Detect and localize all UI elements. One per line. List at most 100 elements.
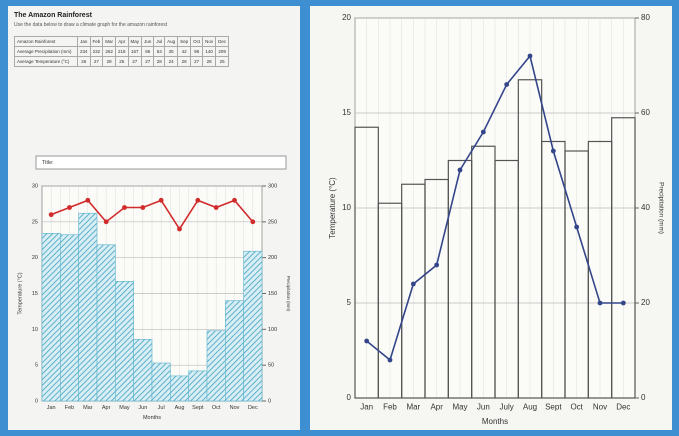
x-tick-label: Aug xyxy=(175,405,185,411)
x-tick-label: Oct xyxy=(570,403,583,412)
x-tick-label: Mar xyxy=(83,405,93,411)
y2-axis-label: Precipitation (mm) xyxy=(286,276,291,312)
y-tick-label: 10 xyxy=(342,203,351,212)
line xyxy=(366,54,624,362)
bar xyxy=(225,300,244,402)
bar xyxy=(78,212,98,402)
line-marker xyxy=(550,148,556,154)
table-cell: 25 xyxy=(215,56,230,67)
y2-tick-label: 150 xyxy=(268,291,277,297)
y2-tick-label: 20 xyxy=(641,298,650,307)
y-tick-label: 5 xyxy=(347,298,352,307)
line-marker xyxy=(480,129,486,135)
y-tick-label: 10 xyxy=(32,327,38,333)
bar xyxy=(41,233,61,402)
table-cell: 28 xyxy=(102,56,117,67)
line-marker xyxy=(250,219,256,225)
x-tick-label: Jan xyxy=(47,405,56,411)
x-tick-label: Jan xyxy=(360,403,373,412)
line-marker xyxy=(597,300,603,306)
line-marker xyxy=(620,300,626,306)
y-tick-label: 15 xyxy=(342,108,351,117)
y2-axis-label: Precipitation (mm) xyxy=(657,182,664,234)
y2-tick-label: 250 xyxy=(268,219,277,225)
y2-tick-label: 40 xyxy=(641,203,650,212)
worksheet-title: The Amazon Rainforest xyxy=(14,12,92,19)
y2-tick-label: 200 xyxy=(268,255,277,261)
x-tick-label: Feb xyxy=(65,405,74,411)
line-marker xyxy=(574,224,580,230)
y-tick-label: 5 xyxy=(35,363,38,369)
chart-title: Title: xyxy=(42,160,54,166)
line-marker xyxy=(48,212,54,218)
x-tick-label: May xyxy=(119,405,130,411)
y-tick-label: 20 xyxy=(342,13,351,22)
worksheet-left: The Amazon Rainforest Use the data below… xyxy=(8,6,300,430)
y2-tick-label: 100 xyxy=(268,327,277,333)
y-tick-label: 25 xyxy=(32,219,38,225)
y2-tick-label: 300 xyxy=(268,183,277,189)
line-marker xyxy=(434,262,440,268)
line-marker xyxy=(504,82,510,87)
y2-tick-label: 0 xyxy=(268,398,271,404)
x-tick-label: Apr xyxy=(430,403,443,412)
table-cell: 27 xyxy=(190,56,204,67)
x-axis-label: Months xyxy=(143,415,161,421)
y-tick-label: 0 xyxy=(35,398,38,404)
y-axis-label: Temperature (°C) xyxy=(328,177,337,239)
bar xyxy=(133,339,153,402)
table-cell: 27 xyxy=(89,56,104,67)
line-marker xyxy=(122,205,127,210)
y-tick-label: 20 xyxy=(32,255,38,261)
y2-tick-label: 50 xyxy=(268,363,274,369)
line-marker xyxy=(410,281,416,287)
line-marker xyxy=(364,338,370,344)
line-marker xyxy=(103,219,109,225)
x-tick-label: Nov xyxy=(593,403,607,412)
bar xyxy=(206,330,226,402)
table-cell: Average Temperature (°C) xyxy=(14,56,78,67)
data-table: Amazon Rainforest Jan Feb Mar Apr May Jun Jul Au… xyxy=(14,36,230,67)
x-tick-label: Dec xyxy=(248,405,258,411)
title-box xyxy=(35,155,287,170)
bar xyxy=(243,250,263,402)
y2-tick-label: 60 xyxy=(641,108,650,117)
x-tick-label: Sept xyxy=(192,405,204,411)
x-tick-label: Oct xyxy=(212,405,221,411)
x-tick-label: May xyxy=(452,403,467,412)
y2-tick-label: 80 xyxy=(641,13,650,22)
y-tick-label: 15 xyxy=(32,291,38,297)
x-tick-label: Aug xyxy=(523,403,537,412)
bar xyxy=(96,244,116,402)
chart-right: 0 5 10 15 20 0 20 40 60 80 Temperature (°C) Precipi… xyxy=(328,13,664,426)
y2-tick-label: 0 xyxy=(641,393,646,402)
x-axis-label: Months xyxy=(482,417,508,426)
bar xyxy=(611,117,636,399)
x-tick-label: Mar xyxy=(406,403,420,412)
x-tick-label: Jul xyxy=(158,405,165,411)
bar xyxy=(151,362,171,402)
x-tick-label: July xyxy=(500,403,514,412)
bar xyxy=(60,234,79,402)
line-marker xyxy=(158,197,164,203)
bar xyxy=(188,370,208,402)
line-marker xyxy=(232,197,237,203)
x-tick-label: Jun xyxy=(477,403,490,412)
line-marker xyxy=(213,205,219,210)
x-tick-label: Jun xyxy=(138,405,147,411)
bar xyxy=(170,375,189,402)
x-tick-label: Sept xyxy=(545,403,562,412)
line-marker xyxy=(387,357,393,363)
y-tick-label: 30 xyxy=(32,183,38,189)
worksheet-right: 0 5 10 15 20 0 20 40 60 80 Temperature (°C) Precipi… xyxy=(310,6,672,430)
y-tick-label: 0 xyxy=(347,393,352,402)
line-marker xyxy=(195,197,201,203)
line-marker xyxy=(85,197,91,203)
table-row: Average Temperature (°C) 26 27 28 25 27 27 28 24… xyxy=(14,56,230,67)
line-marker xyxy=(177,226,182,232)
line-marker xyxy=(140,205,146,210)
x-tick-label: Feb xyxy=(383,403,397,412)
x-tick-label: Dec xyxy=(616,403,630,412)
table-row: Average Precipitation (mm) 234 232 262 218 16… xyxy=(14,46,230,57)
